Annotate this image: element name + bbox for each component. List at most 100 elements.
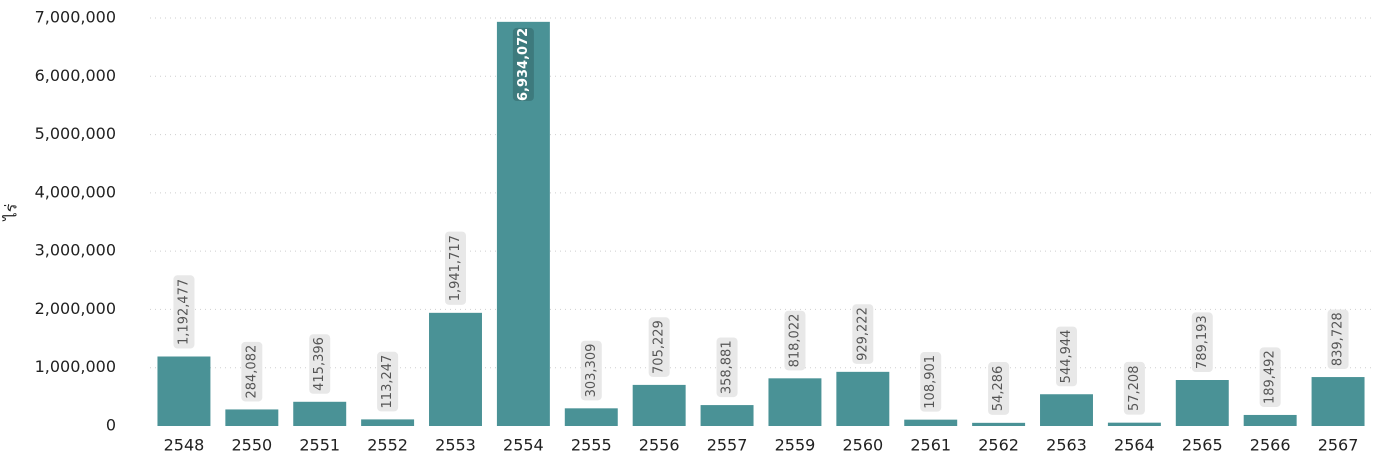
data-label: 415,396 [309,334,331,394]
data-label: 1,192,477 [173,275,195,349]
data-label: 54,286 [988,362,1010,415]
data-label-background [241,341,263,402]
data-label-text: 303,309 [584,344,599,398]
data-label: 789,193 [1191,312,1213,373]
x-tick-label: 2550 [231,436,272,455]
data-label-background [309,334,331,394]
data-label-background [1056,326,1077,387]
data-label: 544,944 [1056,326,1077,387]
data-labels: 1,192,477 284,082 415,396 113,247 1,941,717 6… [173,27,1349,415]
bar [1243,414,1297,426]
bar [972,422,1026,426]
bar [836,371,890,426]
y-axis-ticks: 0 1,000,000 2,000,000 3,000,000 4,000,000 5,0… [35,8,116,435]
data-label-background [377,351,399,412]
gridlines [150,17,1372,369]
bar [157,356,211,426]
x-tick-label: 2562 [978,436,1019,455]
data-label-background [852,304,874,364]
data-label-text: 54,286 [991,366,1006,412]
data-label-background [173,275,195,349]
bar [1311,377,1365,426]
data-label-background [1123,361,1145,415]
data-label: 189,492 [1259,347,1281,407]
data-label-text: 358,881 [720,340,735,394]
data-label-text: 113,247 [380,355,395,409]
data-label-background [920,352,942,412]
bar [225,409,279,426]
data-label-background [1327,309,1349,370]
data-label-text: 1,192,477 [176,279,191,345]
bar [1107,422,1161,426]
data-label-background [988,362,1010,415]
y-tick-label: 3,000,000 [35,241,116,260]
data-label: 1,941,717 [445,231,466,305]
x-tick-label: 2561 [910,436,951,455]
bar [361,419,415,426]
data-label-text: 284,082 [244,345,259,399]
data-label: 705,229 [648,317,670,377]
data-label-background [716,337,738,398]
data-label: 108,901 [920,352,942,412]
y-tick-label: 0 [106,416,116,435]
bar [1040,394,1093,426]
data-label: 113,247 [377,351,399,412]
bar [768,378,822,426]
data-label: 6,934,072 [512,27,534,102]
bar [904,419,958,426]
y-tick-label: 6,000,000 [35,66,116,85]
x-tick-label: 2563 [1046,436,1087,455]
bar [564,408,618,426]
y-tick-label: 7,000,000 [35,8,116,27]
y-axis-label: ไร่ [2,203,21,222]
data-label-background [1259,347,1281,407]
x-tick-label: 2567 [1318,436,1359,455]
data-label: 57,208 [1123,361,1145,415]
x-tick-label: 2552 [367,436,408,455]
data-label-text: 929,222 [855,307,870,361]
data-label-text: 839,728 [1331,312,1346,366]
data-label-text: 189,492 [1263,350,1278,404]
bar [632,384,686,426]
y-tick-label: 4,000,000 [35,182,116,201]
bars [157,21,1365,427]
bar [1175,380,1229,426]
x-tick-label: 2564 [1114,436,1155,455]
x-tick-label: 2565 [1182,436,1223,455]
data-label-text: 818,022 [787,314,802,368]
x-tick-label: 2553 [435,436,476,455]
x-tick-label: 2566 [1250,436,1291,455]
data-label-text: 544,944 [1059,330,1074,384]
data-label-background [648,317,670,377]
data-label-background [580,340,602,401]
data-label-text: 57,208 [1127,366,1142,412]
data-label-text: 415,396 [312,337,327,391]
x-tick-label: 2559 [775,436,816,455]
data-label: 284,082 [241,341,263,402]
bar [700,405,754,426]
data-label-background [445,231,466,305]
data-label: 303,309 [580,340,602,401]
data-label-background [512,27,534,102]
data-label-text: 108,901 [923,355,938,409]
y-tick-label: 1,000,000 [35,357,116,376]
x-axis-ticks: 2548 2550 2551 2552 2553 2554 2555 2556 2557 2559… [164,436,1359,455]
x-tick-label: 2560 [842,436,883,455]
x-tick-label: 2551 [299,436,340,455]
data-label: 358,881 [716,337,738,398]
bar [293,401,347,426]
data-label-text: 1,941,717 [448,235,463,301]
x-tick-label: 2557 [707,436,748,455]
data-label-text: 705,229 [652,320,667,374]
data-label-text: 789,193 [1195,315,1210,369]
data-label-text: 6,934,072 [516,28,531,101]
data-label: 818,022 [784,310,806,371]
y-tick-label: 5,000,000 [35,124,116,143]
x-tick-label: 2554 [503,436,544,455]
data-label: 839,728 [1327,309,1349,370]
x-tick-label: 2548 [164,436,205,455]
bar [429,312,482,426]
data-label: 929,222 [852,304,874,364]
x-tick-label: 2555 [571,436,612,455]
